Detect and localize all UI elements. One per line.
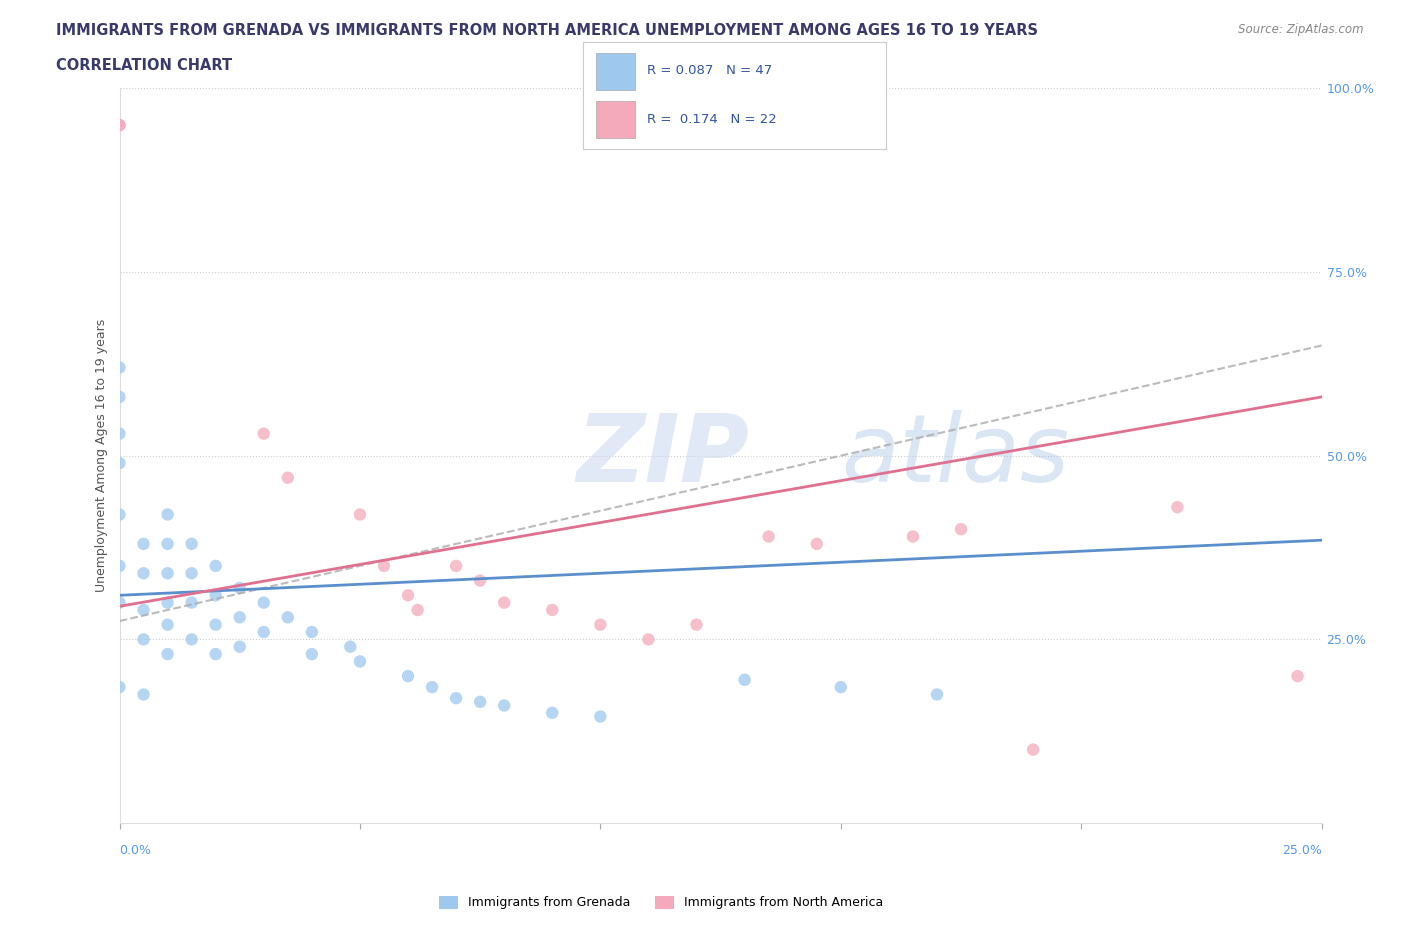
Point	[373, 558, 395, 573]
Point	[541, 706, 564, 721]
Point	[108, 118, 131, 133]
Point	[108, 595, 131, 610]
Text: Source: ZipAtlas.com: Source: ZipAtlas.com	[1239, 23, 1364, 36]
Point	[108, 118, 131, 133]
Point	[253, 595, 276, 610]
Point	[277, 471, 299, 485]
Point	[406, 603, 429, 618]
Point	[301, 625, 323, 640]
Point	[132, 565, 155, 580]
Point	[108, 507, 131, 522]
Text: IMMIGRANTS FROM GRENADA VS IMMIGRANTS FROM NORTH AMERICA UNEMPLOYMENT AMONG AGES: IMMIGRANTS FROM GRENADA VS IMMIGRANTS FR…	[56, 23, 1038, 38]
Text: atlas: atlas	[841, 410, 1069, 501]
Point	[108, 558, 131, 573]
Point	[420, 680, 443, 695]
Point	[396, 588, 419, 603]
Text: 0.0%: 0.0%	[120, 844, 152, 857]
Point	[444, 691, 467, 706]
Point	[204, 646, 226, 661]
Legend: Immigrants from Grenada, Immigrants from North America: Immigrants from Grenada, Immigrants from…	[434, 891, 887, 914]
Point	[685, 618, 707, 632]
Point	[156, 618, 179, 632]
Point	[541, 603, 564, 618]
Text: 25.0%: 25.0%	[1282, 844, 1322, 857]
Point	[253, 426, 276, 441]
Point	[228, 639, 252, 654]
Point	[830, 680, 852, 695]
Point	[494, 595, 516, 610]
Point	[204, 588, 226, 603]
Point	[156, 507, 179, 522]
Point	[925, 687, 948, 702]
Point	[108, 390, 131, 405]
Point	[228, 610, 252, 625]
Point	[806, 537, 828, 551]
Point	[589, 709, 612, 724]
Point	[589, 618, 612, 632]
Point	[758, 529, 780, 544]
Point	[228, 580, 252, 595]
Point	[468, 573, 492, 588]
Point	[1286, 669, 1309, 684]
Point	[637, 632, 659, 647]
Point	[108, 680, 131, 695]
Point	[253, 625, 276, 640]
Point	[949, 522, 972, 537]
Point	[204, 618, 226, 632]
Point	[734, 672, 756, 687]
Point	[396, 669, 419, 684]
FancyBboxPatch shape	[596, 100, 636, 139]
Point	[468, 695, 492, 710]
Point	[156, 646, 179, 661]
Point	[156, 565, 179, 580]
Point	[132, 687, 155, 702]
Text: R =  0.174   N = 22: R = 0.174 N = 22	[647, 113, 776, 126]
Point	[156, 595, 179, 610]
Y-axis label: Unemployment Among Ages 16 to 19 years: Unemployment Among Ages 16 to 19 years	[96, 319, 108, 592]
Point	[1022, 742, 1045, 757]
Text: ZIP: ZIP	[576, 410, 749, 501]
Point	[180, 595, 202, 610]
Point	[901, 529, 924, 544]
Point	[180, 632, 202, 647]
Point	[444, 558, 467, 573]
Point	[301, 646, 323, 661]
Point	[108, 426, 131, 441]
Point	[108, 360, 131, 375]
Point	[1166, 499, 1188, 514]
Point	[339, 639, 361, 654]
Point	[349, 654, 371, 669]
FancyBboxPatch shape	[596, 53, 636, 90]
Point	[204, 558, 226, 573]
Text: CORRELATION CHART: CORRELATION CHART	[56, 58, 232, 73]
Point	[180, 537, 202, 551]
Point	[349, 507, 371, 522]
Point	[156, 537, 179, 551]
Point	[277, 610, 299, 625]
Point	[132, 537, 155, 551]
Point	[132, 632, 155, 647]
Point	[180, 565, 202, 580]
Point	[132, 603, 155, 618]
Text: R = 0.087   N = 47: R = 0.087 N = 47	[647, 64, 772, 77]
Point	[494, 698, 516, 713]
Point	[108, 456, 131, 471]
